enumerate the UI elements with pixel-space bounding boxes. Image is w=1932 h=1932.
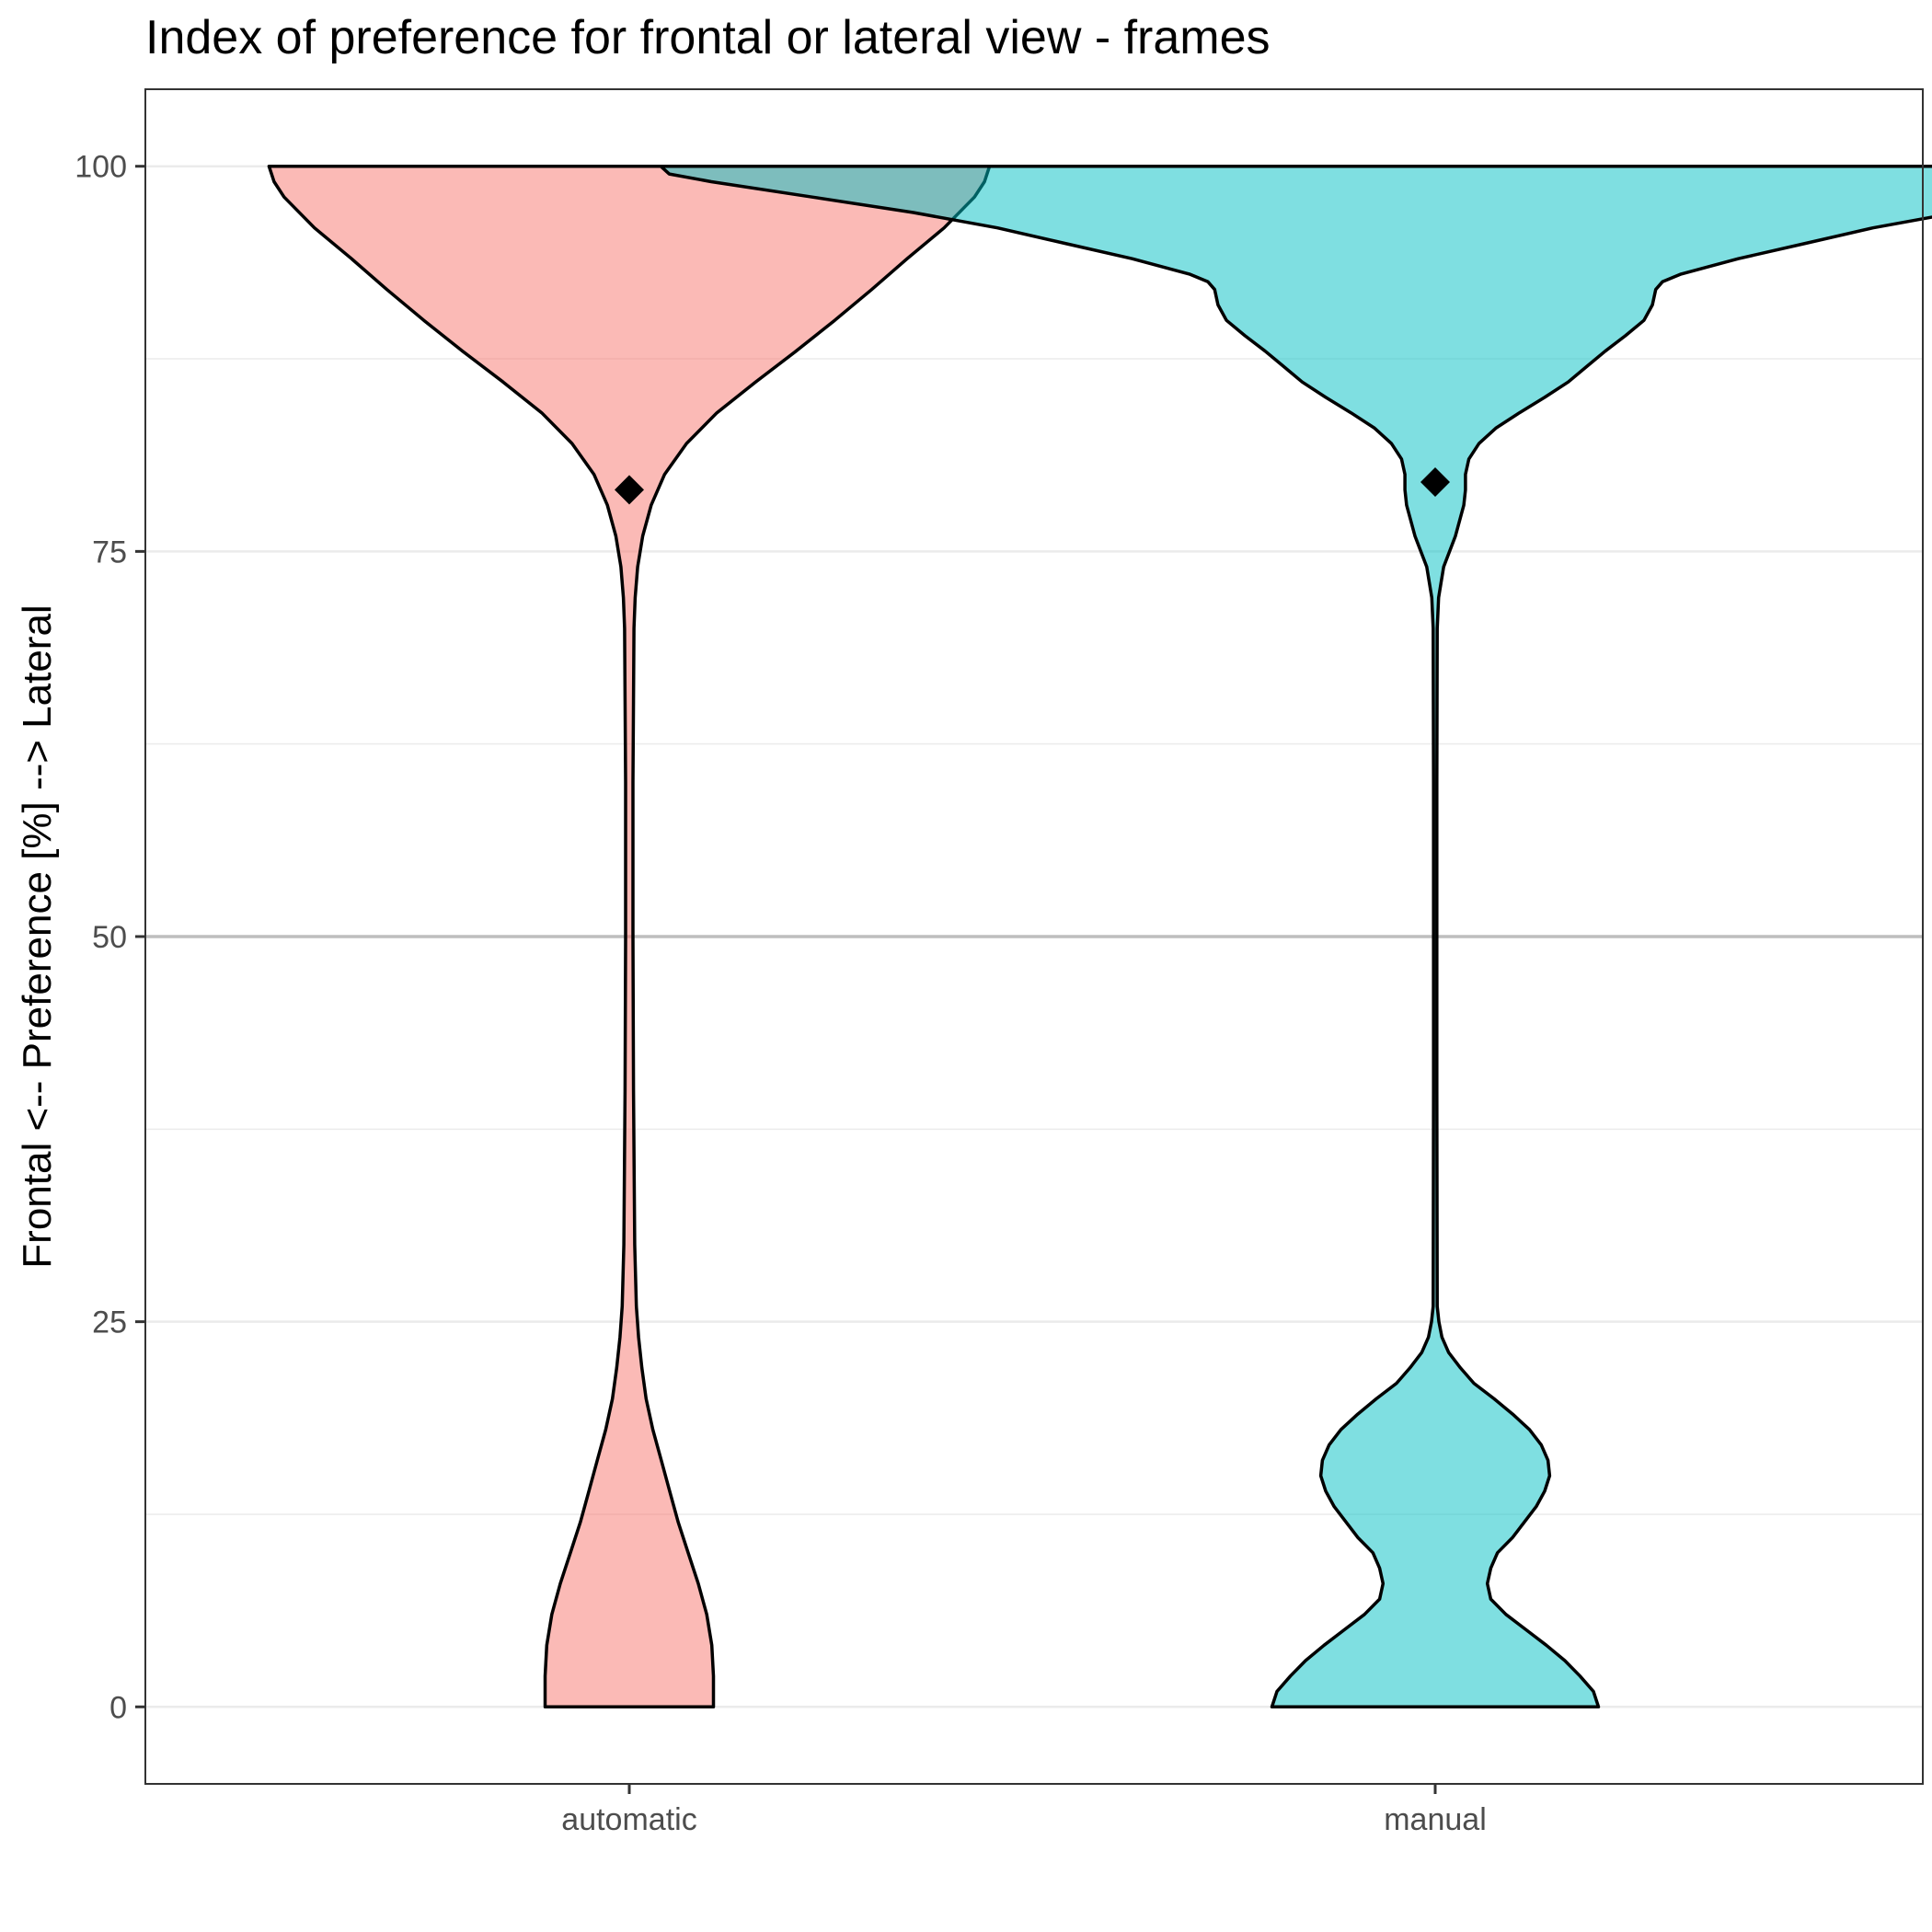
- x-tick-label: manual: [1384, 1802, 1487, 1837]
- violin-automatic: [267, 164, 992, 1709]
- mean-marker-manual: [1420, 467, 1450, 498]
- mean-marker-automatic: [615, 475, 644, 505]
- y-axis-title: Frontal <-- Preference [%] --> Lateral: [15, 604, 60, 1268]
- y-tick-label: 50: [92, 920, 127, 955]
- x-axis: automatic manual: [561, 1784, 1487, 1837]
- violin-manual: [659, 164, 1932, 1709]
- y-tick-label: 100: [75, 150, 127, 185]
- mean-markers: [615, 467, 1450, 505]
- x-tick-label: automatic: [561, 1802, 696, 1837]
- y-axis: 0 25 50 75 100: [75, 150, 145, 1725]
- y-tick-label: 25: [92, 1305, 127, 1340]
- chart-title: Index of preference for frontal or later…: [145, 11, 1271, 64]
- violins: [267, 164, 1932, 1709]
- y-tick-label: 0: [109, 1690, 127, 1725]
- y-tick-label: 75: [92, 535, 127, 569]
